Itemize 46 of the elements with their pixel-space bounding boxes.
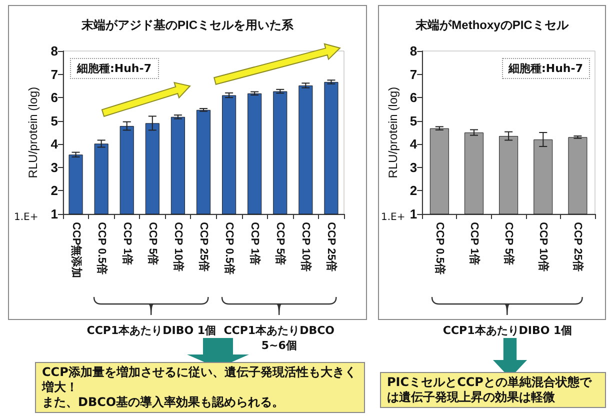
x-tick-label: CCP無添加 (70, 222, 83, 278)
x-tick-label: CCP 10倍 (537, 222, 550, 272)
y-axis-title: RLU/protein (log) (26, 86, 40, 178)
y-tick-label: 2 (410, 183, 418, 198)
x-tick-label: CCP 5倍 (502, 222, 516, 266)
y-tick-label: 8 (50, 44, 58, 58)
text: 1.E+ (14, 212, 38, 223)
text: CCP1本あたりDBCO 5~6個 (224, 324, 335, 352)
y-tick-label: 3 (410, 160, 418, 175)
x-tick-label: CCP 1倍 (248, 222, 262, 266)
y-tick-label: 1 (410, 206, 418, 222)
y-tick-label: 3 (50, 160, 58, 175)
annotation: 細胞種:Huh-7 (70, 58, 158, 79)
x-tick-label: CCP 10倍 (172, 222, 185, 272)
y-tick-label: 4 (50, 136, 59, 152)
x-tick-label: CCP 0.5倍 (223, 222, 236, 274)
text: また、DBCO基の導入率効果も認められる。 (42, 395, 286, 410)
y-tick-label: 1 (50, 206, 58, 222)
y-tick-label: 4 (410, 136, 418, 152)
x-tick-label: CCP 25倍 (198, 222, 210, 272)
x-tick-label: CCP 25倍 (325, 222, 338, 272)
x-tick-label: CCP 0.5倍 (433, 222, 446, 274)
x-tick-label: CCP 10倍 (300, 222, 313, 272)
y-tick-label: 8 (410, 44, 418, 58)
y-tick-label: 5 (410, 113, 418, 128)
y-tick-label: 6 (50, 90, 58, 106)
x-tick-label: CCP 5倍 (274, 222, 288, 266)
x-tick-label: CCP 1倍 (120, 222, 134, 266)
text: 1.E+ (381, 212, 406, 223)
text: CCP添加量を増加させるに従い、遺伝子発現活性も大きく増大！ (42, 365, 358, 395)
y-axis-title: RLU/protein (log) (386, 86, 400, 178)
y-tick-label: 7 (50, 66, 58, 82)
y-tick-label: 2 (50, 183, 58, 198)
x-tick-label: CCP 5倍 (146, 222, 160, 266)
x-tick-label: CCP 1倍 (468, 222, 481, 266)
chart-title: 末端がMethoxyのPICミセル (414, 18, 570, 32)
text: CCP1本あたりDIBO 1個 (442, 323, 574, 338)
text: PICミセルとCCPとの単純混合状態では遺伝子発現上昇の効果は軽微 (387, 375, 593, 405)
y-tick-label: 7 (410, 66, 418, 82)
y-tick-label: 5 (50, 113, 58, 128)
text: CCP1本あたりDIBO 1個 (86, 323, 218, 338)
annotation: 細胞種:Huh-7 (502, 58, 590, 79)
x-tick-label: CCP 0.5倍 (95, 222, 108, 274)
chart-title: 末端がアジド基のPICミセルを用いた系 (80, 18, 294, 32)
x-tick-label: CCP 25倍 (572, 222, 585, 272)
y-tick-label: 6 (410, 90, 418, 106)
